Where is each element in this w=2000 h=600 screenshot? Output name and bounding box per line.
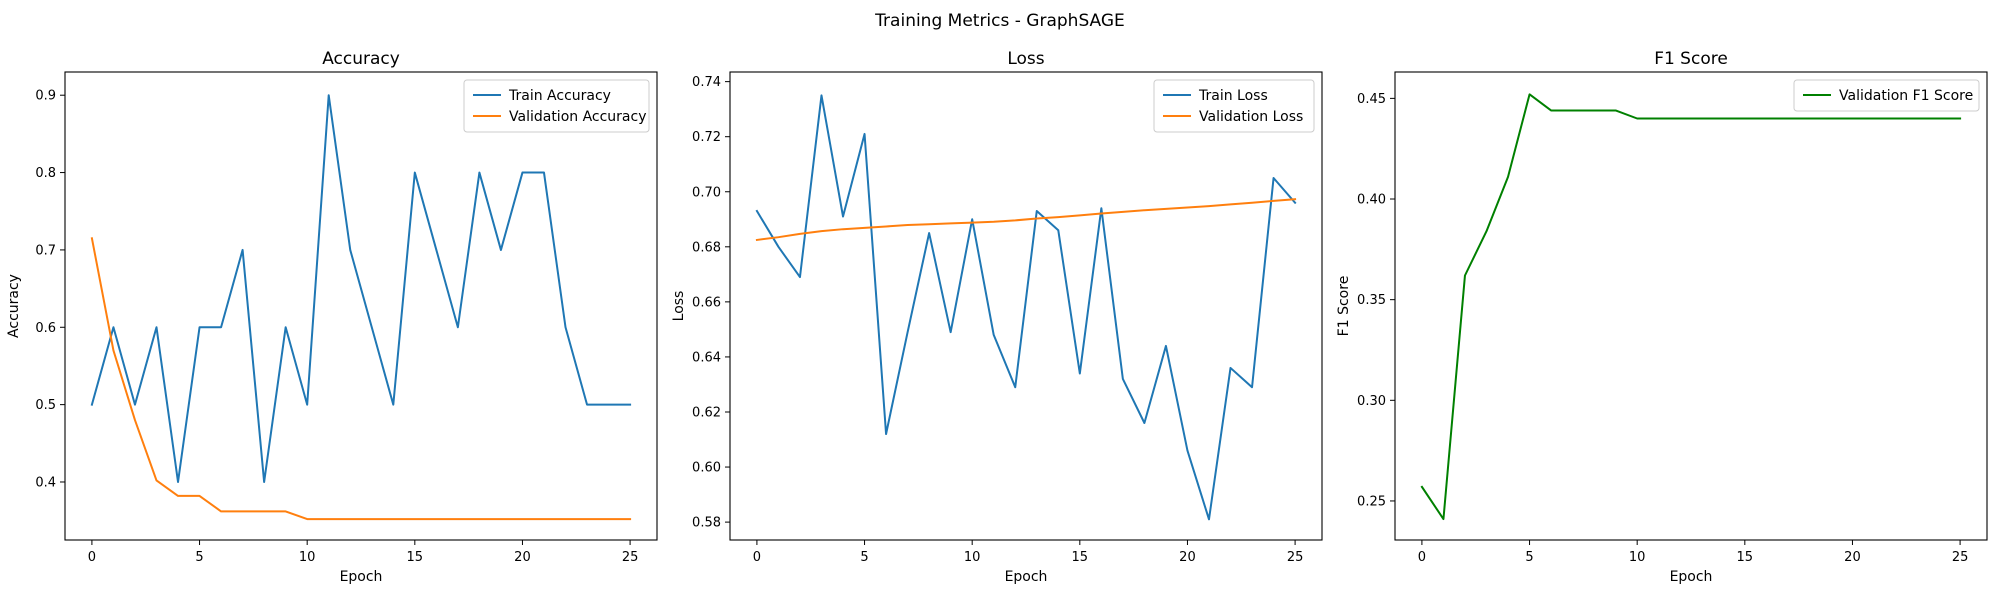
f1-score-ytick-label: 0.30 [1357, 394, 1386, 409]
loss-ytick-label: 0.62 [692, 405, 721, 420]
loss-legend-label-train-loss: Train Loss [1198, 88, 1268, 104]
f1-score-legend-label-validation-f1-score: Validation F1 Score [1839, 88, 1973, 104]
figure-suptitle: Training Metrics - GraphSAGE [874, 11, 1125, 31]
f1-score-legend: Validation F1 Score [1793, 79, 1980, 112]
loss-xtick-label: 10 [964, 550, 981, 565]
loss-xtick-label: 15 [1072, 550, 1089, 565]
loss-xtick-label: 0 [753, 550, 761, 565]
loss-chart: Loss 0 5 10 15 20 25 0.58 0.60 0.62 0.64 0.66 0.68 0.… [671, 49, 1323, 585]
loss-legend-label-validation-loss: Validation Loss [1199, 109, 1303, 125]
accuracy-title: Accuracy [322, 49, 400, 69]
accuracy-legend-label-validation-accuracy: Validation Accuracy [509, 109, 647, 125]
accuracy-xtick-label: 5 [195, 550, 203, 565]
f1-score-series-validation-f1-score-line [1420, 93, 1962, 521]
accuracy-y-axis-label: Accuracy [6, 274, 22, 338]
accuracy-xtick-label: 25 [622, 550, 639, 565]
accuracy-chart: Accuracy 0 5 10 15 20 25 0.4 0.5 0.6 0.7 0.8 0.9 Epoc… [6, 49, 658, 585]
accuracy-legend: Train Accuracy Validation Accuracy [463, 79, 650, 133]
f1-score-xtick-label: 5 [1525, 550, 1533, 565]
f1-score-title: F1 Score [1654, 49, 1728, 69]
loss-axes-frame [729, 71, 1323, 541]
f1-score-xtick-label: 0 [1418, 550, 1426, 565]
accuracy-ytick-label: 0.8 [35, 166, 56, 181]
loss-ytick-label: 0.74 [692, 75, 721, 90]
accuracy-series-train-accuracy-line [90, 94, 632, 483]
accuracy-xtick-label: 10 [299, 550, 316, 565]
loss-legend: Train Loss Validation Loss [1153, 79, 1315, 133]
f1-score-legend-box [1793, 79, 1980, 112]
loss-xtick-label: 20 [1179, 550, 1196, 565]
loss-series-train-loss-line [755, 94, 1297, 521]
loss-ytick-label: 0.60 [692, 461, 721, 476]
accuracy-legend-label-train-accuracy: Train Accuracy [508, 88, 611, 104]
accuracy-xtick-label: 0 [88, 550, 96, 565]
f1-score-ytick-label: 0.45 [1357, 92, 1386, 107]
loss-ytick-label: 0.66 [692, 295, 721, 310]
loss-ytick-label: 0.72 [692, 130, 721, 145]
accuracy-xtick-label: 20 [514, 550, 531, 565]
loss-series-validation-loss-line [755, 198, 1297, 242]
accuracy-ytick-label: 0.5 [35, 398, 56, 413]
f1-score-ytick-label: 0.25 [1357, 494, 1386, 509]
f1-score-xtick-label: 10 [1629, 550, 1646, 565]
f1-score-y-axis-label: F1 Score [1336, 276, 1352, 337]
loss-ytick-label: 0.70 [692, 185, 721, 200]
loss-ytick-label: 0.64 [692, 350, 721, 365]
loss-xtick-label: 5 [860, 550, 868, 565]
accuracy-legend-box [463, 79, 650, 133]
accuracy-ytick-label: 0.4 [35, 475, 56, 490]
loss-ytick-label: 0.68 [692, 240, 721, 255]
loss-xtick-label: 25 [1287, 550, 1304, 565]
accuracy-ytick-label: 0.6 [35, 321, 56, 336]
accuracy-ytick-label: 0.9 [35, 89, 56, 104]
f1-score-axes-frame [1394, 71, 1988, 541]
accuracy-axes-frame [64, 71, 658, 541]
f1-score-chart: F1 Score 0 5 10 15 20 25 0.25 0.30 0.35 0.40 0.45 Ep… [1336, 49, 1988, 585]
f1-score-xtick-label: 15 [1737, 550, 1754, 565]
loss-title: Loss [1007, 49, 1044, 69]
loss-y-axis-label: Loss [671, 291, 687, 322]
f1-score-xtick-label: 20 [1844, 550, 1861, 565]
f1-score-xtick-label: 25 [1952, 550, 1969, 565]
accuracy-series-validation-accuracy-line [90, 237, 632, 521]
loss-ytick-label: 0.58 [692, 516, 721, 531]
accuracy-x-axis-label: Epoch [340, 569, 383, 585]
accuracy-ytick-label: 0.7 [35, 243, 56, 258]
f1-score-x-axis-label: Epoch [1670, 569, 1713, 585]
loss-legend-box [1153, 79, 1315, 133]
f1-score-ytick-label: 0.35 [1357, 293, 1386, 308]
f1-score-ytick-label: 0.40 [1357, 193, 1386, 208]
accuracy-xtick-label: 15 [407, 550, 424, 565]
loss-x-axis-label: Epoch [1005, 569, 1048, 585]
